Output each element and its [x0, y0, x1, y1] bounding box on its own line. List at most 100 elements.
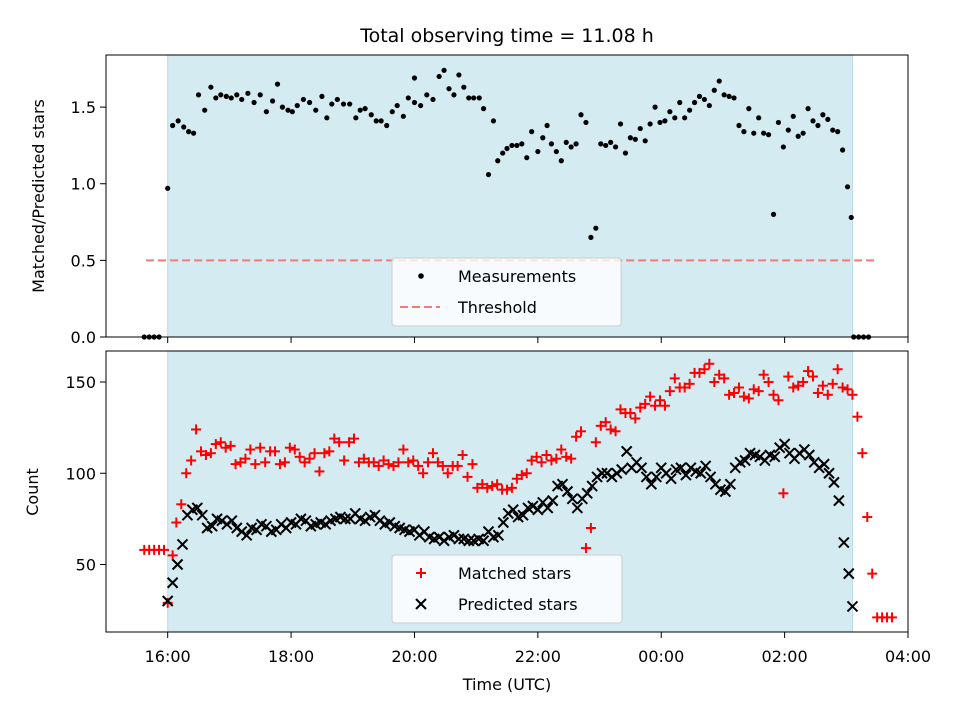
predicted-star-point [463, 535, 475, 547]
matched-star-point [719, 373, 730, 384]
matched-star-point [225, 440, 236, 451]
measurements-layer [141, 67, 872, 340]
measurement-point [313, 107, 319, 113]
matched-star-point [324, 446, 335, 457]
measurement-point [471, 95, 477, 101]
matched-star-point [309, 448, 320, 459]
measurement-point [844, 184, 851, 190]
measurement-point [466, 95, 472, 101]
x-tick-label: 16:00 [145, 647, 191, 666]
measurement-point [263, 109, 269, 115]
matched-star-point [393, 457, 404, 468]
measurement-point [519, 141, 525, 147]
measurement-point [334, 96, 340, 103]
matched-star-point [541, 450, 552, 461]
bottom-y-axis: 50 100 150 [65, 373, 106, 574]
matched-star-point [427, 448, 438, 459]
predicted-star-point [675, 462, 687, 474]
measurement-point [593, 225, 599, 231]
predicted-star-point [645, 478, 658, 490]
measurement-point [251, 99, 257, 106]
measurement-point [353, 115, 359, 121]
measurement-point [548, 141, 555, 147]
matched-star-point [684, 378, 695, 389]
matched-star-point [585, 522, 596, 533]
legend-threshold-label: Threshold [457, 298, 537, 317]
matched-star-point [822, 389, 833, 400]
measurement-point [324, 115, 330, 121]
matched-star-point [571, 431, 582, 442]
matched-star-point [654, 395, 665, 406]
predicted-star-point [596, 467, 608, 479]
measurement-point [347, 101, 353, 107]
predicted-star-point [166, 577, 179, 589]
measurement-point [805, 106, 811, 112]
legend-predicted-label: Predicted stars [458, 595, 578, 614]
matched-star-point [319, 448, 330, 459]
measurement-point [340, 101, 347, 107]
predicted-star-point [650, 471, 663, 483]
measurement-point [553, 148, 559, 155]
measurement-point [815, 122, 821, 129]
legend-matched-marker [416, 568, 426, 578]
bottom-plot-frame [105, 350, 909, 633]
measurement-point [716, 78, 722, 84]
measurement-point [400, 113, 406, 119]
chart-title: Total observing time = 11.08 h [359, 25, 654, 47]
measurement-point [456, 72, 462, 78]
matched-star-point [743, 393, 754, 404]
measurement-point [682, 115, 688, 121]
measurement-point [476, 95, 482, 101]
measurement-point [285, 107, 291, 113]
matched-star-point [551, 453, 562, 464]
measurement-point [540, 135, 546, 141]
predicted-star-point [818, 458, 830, 470]
predicted-star-point [665, 473, 677, 485]
measurement-point [239, 96, 245, 103]
measurement-point [509, 142, 515, 149]
top-y-tick-label: 0.0 [71, 328, 96, 347]
predicted-star-point [803, 449, 815, 461]
predicted-star-point [778, 438, 791, 450]
x-tick-label: 18:00 [268, 647, 314, 666]
matched-star-point [260, 457, 271, 468]
measurement-point [657, 119, 663, 126]
measurement-point [721, 92, 727, 98]
matched-star-point [837, 382, 848, 393]
measurement-point [514, 142, 520, 149]
matched-star-point [798, 377, 809, 388]
predicted-star-point [492, 529, 505, 541]
predicted-star-point [739, 454, 751, 467]
matched-star-point [669, 373, 680, 384]
measurement-point [603, 142, 609, 149]
matched-star-point [304, 453, 315, 464]
matched-star-point [580, 543, 591, 554]
matched-star-point [423, 457, 434, 468]
legend-measurements-label: Measurements [458, 267, 576, 286]
matched-star-point [867, 568, 878, 579]
matched-star-point [506, 482, 517, 493]
matched-star-point [171, 517, 182, 528]
matched-star-point [704, 358, 715, 369]
predicted-star-point [719, 485, 732, 498]
matched-star-point [556, 444, 567, 455]
predicted-star-point [616, 463, 628, 476]
matched-star-point [812, 387, 823, 398]
predicted-star-point [206, 520, 218, 532]
measurement-point [627, 135, 633, 141]
measurement-point [672, 115, 678, 121]
measurement-point [202, 107, 208, 113]
predicted-star-point [581, 487, 593, 500]
measurement-point [378, 118, 384, 124]
measurement-point [835, 129, 841, 135]
matched-star-point [274, 459, 285, 470]
measurement-point [780, 144, 786, 150]
top-y-axis-label: Matched/Predicted stars [29, 99, 48, 293]
measurement-point [751, 130, 757, 136]
matched-star-point [763, 377, 774, 388]
matched-star-point [832, 364, 843, 375]
measurement-point [195, 92, 202, 98]
matched-star-point [817, 380, 828, 391]
matched-star-point [457, 450, 468, 461]
measurement-point [186, 129, 192, 135]
